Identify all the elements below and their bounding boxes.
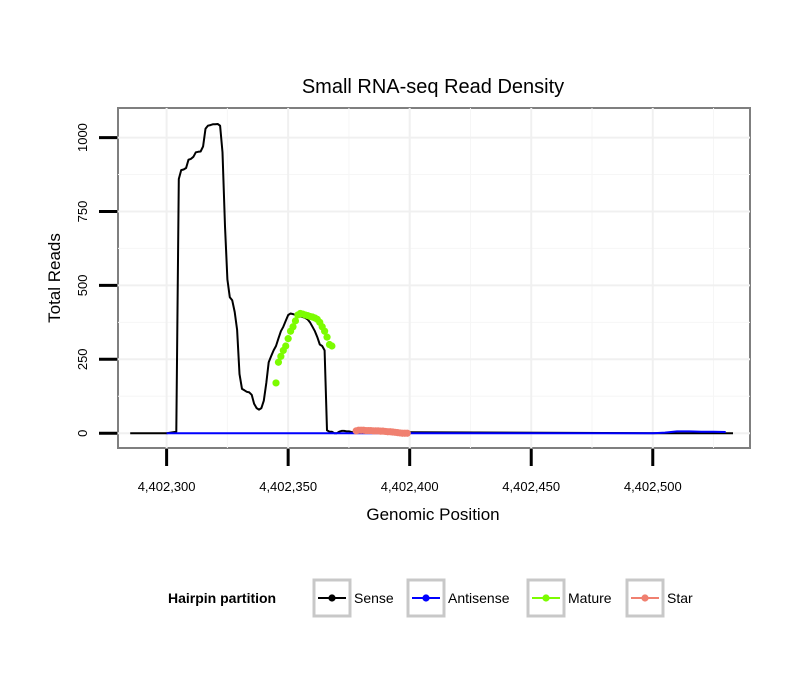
y-tick-label: 0 xyxy=(75,430,90,437)
chart-title: Small RNA-seq Read Density xyxy=(302,76,564,98)
series-sense-line xyxy=(130,123,733,435)
series-star-point xyxy=(403,429,411,437)
legend-key-point xyxy=(641,594,649,602)
legend-label-mature: Mature xyxy=(568,590,612,606)
series-mature-point xyxy=(323,333,331,341)
plot-panel xyxy=(117,107,751,449)
series-mature-point xyxy=(272,379,280,387)
series-mature-point xyxy=(277,352,285,360)
x-tick-label: 4,402,500 xyxy=(624,479,682,494)
x-tick-label: 4,402,350 xyxy=(259,479,317,494)
series-mature-point xyxy=(328,342,336,350)
legend-key-point xyxy=(328,594,336,602)
series-layer xyxy=(130,123,733,437)
legend-key-point xyxy=(422,594,430,602)
series-mature-point xyxy=(274,358,283,366)
y-tick-label: 250 xyxy=(75,348,90,370)
y-tick-label: 750 xyxy=(75,201,90,223)
y-axis-title: Total Reads xyxy=(45,233,64,323)
x-axis-title: Genomic Position xyxy=(366,505,499,524)
legend: Hairpin partition Sense Antisense Mature St… xyxy=(168,578,693,618)
legend-label-sense: Sense xyxy=(354,590,394,606)
y-tick-label: 500 xyxy=(75,275,90,297)
y-tick-label: 1000 xyxy=(75,123,90,152)
legend-key-point xyxy=(542,594,550,602)
legend-title: Hairpin partition xyxy=(168,590,276,606)
series-mature-point xyxy=(282,342,290,350)
x-axis: 4,402,300 4,402,350 4,402,400 4,402,450 4,40… xyxy=(138,449,682,494)
legend-label-antisense: Antisense xyxy=(448,590,510,606)
series-mature-point xyxy=(284,335,292,343)
x-tick-label: 4,402,400 xyxy=(381,479,439,494)
series-mature-point xyxy=(289,323,297,331)
legend-label-star: Star xyxy=(667,590,693,606)
series-mature-point xyxy=(321,327,329,335)
y-axis: 0 250 500 750 1000 xyxy=(75,123,117,437)
x-tick-label: 4,402,450 xyxy=(502,479,560,494)
series-mature-point xyxy=(291,317,300,325)
x-tick-label: 4,402,300 xyxy=(138,479,196,494)
